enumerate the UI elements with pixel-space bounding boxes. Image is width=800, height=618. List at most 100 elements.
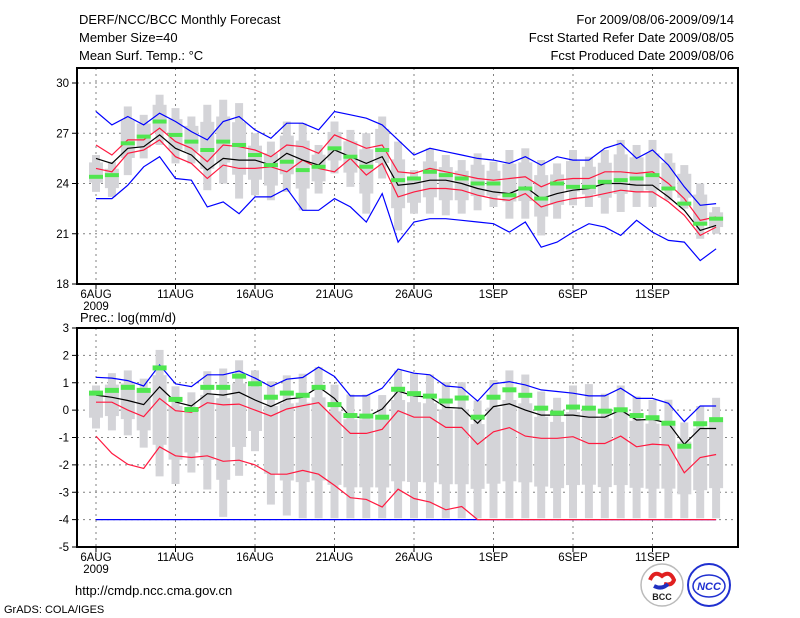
green-marker <box>391 386 406 392</box>
ensemble-box <box>645 423 660 489</box>
green-marker <box>200 148 215 152</box>
green-marker <box>645 415 660 421</box>
green-marker <box>104 387 119 393</box>
green-marker <box>581 184 596 189</box>
ensemble-box <box>661 423 676 489</box>
panel-frame <box>76 327 739 548</box>
ensemble-box <box>438 409 453 485</box>
ensemble-box <box>295 402 310 483</box>
ensemble-box <box>534 175 549 217</box>
green-marker <box>89 390 103 396</box>
x-tick-label: 11SEP <box>635 552 670 564</box>
upper-spread-line <box>96 397 717 474</box>
ensemble-box <box>391 159 406 209</box>
green-marker <box>486 394 501 400</box>
green-marker <box>120 141 135 146</box>
y-tick-label: 2 <box>63 350 69 362</box>
ensemble-box <box>518 162 533 202</box>
min-line <box>96 155 717 262</box>
y-tick-label: -3 <box>59 487 69 499</box>
ensemble-box <box>359 419 374 488</box>
green-marker <box>518 392 533 398</box>
green-marker <box>136 134 151 139</box>
green-marker <box>709 216 724 221</box>
green-marker <box>486 181 501 186</box>
green-marker <box>597 179 612 184</box>
ensemble-box <box>566 412 580 486</box>
y-tick-label: 27 <box>56 128 69 140</box>
green-marker <box>613 407 628 413</box>
green-marker <box>168 396 183 402</box>
ensemble-box <box>248 145 262 180</box>
upper-spread-line <box>95 127 717 221</box>
ensemble-box <box>263 406 278 474</box>
max-line <box>95 110 717 206</box>
green-marker <box>613 178 628 183</box>
ensemble-box <box>661 162 676 189</box>
panel-frame <box>76 67 739 285</box>
ensemble-box <box>136 392 151 431</box>
green-marker <box>422 169 437 174</box>
green-marker <box>391 178 406 183</box>
green-marker <box>263 163 278 168</box>
green-marker <box>470 414 485 420</box>
x-tick-label: 26AUG <box>395 289 433 301</box>
green-marker <box>661 420 676 426</box>
green-marker <box>295 168 310 173</box>
ensemble-box <box>391 399 406 482</box>
x-tick-label: 6AUG <box>80 552 111 564</box>
x-tick-label: 11AUG <box>157 552 194 564</box>
variable-label: Mean Surf. Temp.: °C <box>79 48 203 63</box>
y-tick-label: 24 <box>56 179 69 191</box>
ensemble-box <box>120 383 135 420</box>
ensemble-box <box>422 403 437 483</box>
x-tick-label: 6SEP <box>558 552 588 564</box>
ensemble-box <box>502 399 517 482</box>
ensemble-box <box>184 125 199 152</box>
green-marker <box>645 173 660 178</box>
lower-spread-line <box>95 435 717 521</box>
ensemble-box <box>200 394 215 460</box>
ensemble-box <box>184 408 199 453</box>
green-marker <box>295 392 310 398</box>
ensemble-box <box>693 194 708 225</box>
x-tick-label: 11SEP <box>635 289 670 301</box>
ensemble-box <box>407 402 421 482</box>
ensemble-box <box>216 398 231 480</box>
ensemble-box <box>470 424 485 489</box>
x-tick-label: 16AUG <box>236 289 274 301</box>
green-marker <box>470 181 485 186</box>
green-marker <box>248 381 262 387</box>
green-marker <box>184 407 199 413</box>
footer-url[interactable]: http://cmdp.ncc.cma.gov.cn <box>75 583 232 598</box>
ensemble-mean-line <box>95 386 717 446</box>
ensemble-box <box>232 383 247 447</box>
y-tick-label: 3 <box>63 323 69 335</box>
temperature-panel: 18 21 24 27 30 6AUG 11AUG 16AUG 21AUG 26AUG 1SEP 6S… <box>56 67 739 313</box>
green-marker <box>566 184 580 189</box>
green-marker <box>184 139 199 144</box>
ensemble-box <box>693 428 708 491</box>
y-tick-label: 18 <box>56 279 69 291</box>
x-tick-label: 26AUG <box>395 552 433 564</box>
green-marker <box>502 193 517 198</box>
ncc-logo: NCC <box>687 563 731 607</box>
green-marker <box>248 153 262 158</box>
green-marker <box>216 384 231 390</box>
green-marker <box>407 176 421 181</box>
x-tick-label: 21AUG <box>316 552 354 564</box>
green-marker <box>629 176 644 181</box>
ensemble-box <box>216 116 231 163</box>
ensemble-box <box>518 403 533 483</box>
ensemble-box <box>200 121 215 169</box>
precip-panel-title: Prec.: log(mm/d) <box>80 310 176 325</box>
green-marker <box>359 413 374 419</box>
started-date: Fcst Started Refer Date 2009/08/05 <box>529 30 734 45</box>
ensemble-box <box>613 412 628 486</box>
green-marker <box>200 384 215 390</box>
ensemble-box <box>311 397 326 481</box>
green-marker <box>104 173 119 178</box>
y-tick-label: -2 <box>59 460 69 472</box>
green-marker <box>327 402 342 408</box>
green-marker <box>502 387 517 393</box>
